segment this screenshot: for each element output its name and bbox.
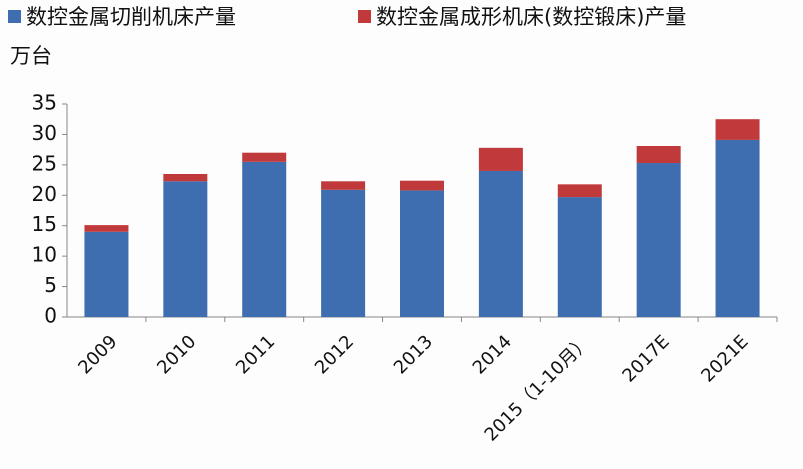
x-tick-label: 2017E [618, 331, 673, 386]
legend-label: 数控金属成形机床(数控锻床)产量 [376, 5, 686, 29]
x-tick-label: 2012 [311, 331, 358, 378]
y-tick-label: 0 [44, 304, 57, 328]
bar-segment [84, 231, 129, 317]
x-tick-label: 2009 [74, 331, 121, 378]
legend-swatch [358, 10, 371, 23]
bar-segment [400, 180, 444, 191]
bar-segment [321, 181, 366, 190]
x-tick-label: 2021E [697, 331, 752, 386]
bar-segment [715, 119, 760, 140]
bar-segment [400, 190, 444, 317]
bar-segment [557, 184, 602, 198]
bar-segment [242, 161, 287, 317]
bar-segment [715, 139, 760, 317]
x-tick-label: 2013 [390, 331, 437, 378]
bar-segment [557, 197, 602, 317]
x-tick-label: 2010 [153, 331, 200, 378]
legend-swatch [8, 10, 21, 23]
y-tick-label: 30 [32, 121, 57, 145]
bar-segment [636, 145, 681, 164]
bar-segment [163, 173, 208, 182]
x-tick-label: 2014 [469, 331, 516, 378]
bar-segment [163, 181, 208, 317]
bar-segment [478, 170, 523, 317]
bar-segment [242, 152, 287, 162]
legend-label: 数控金属切削机床产量 [26, 5, 236, 29]
bar-segment [636, 163, 681, 317]
bar-segment [478, 147, 523, 171]
y-tick-label: 20 [32, 182, 57, 206]
y-tick-label: 15 [32, 212, 57, 236]
y-axis-label: 万台 [10, 44, 52, 68]
x-tick-label: 2011 [232, 331, 279, 378]
bar-segment [84, 225, 129, 232]
bar-segment [321, 189, 366, 317]
y-tick-label: 35 [32, 91, 57, 115]
y-tick-label: 5 [44, 273, 57, 297]
y-tick-label: 25 [32, 151, 57, 175]
y-tick-label: 10 [32, 243, 57, 267]
